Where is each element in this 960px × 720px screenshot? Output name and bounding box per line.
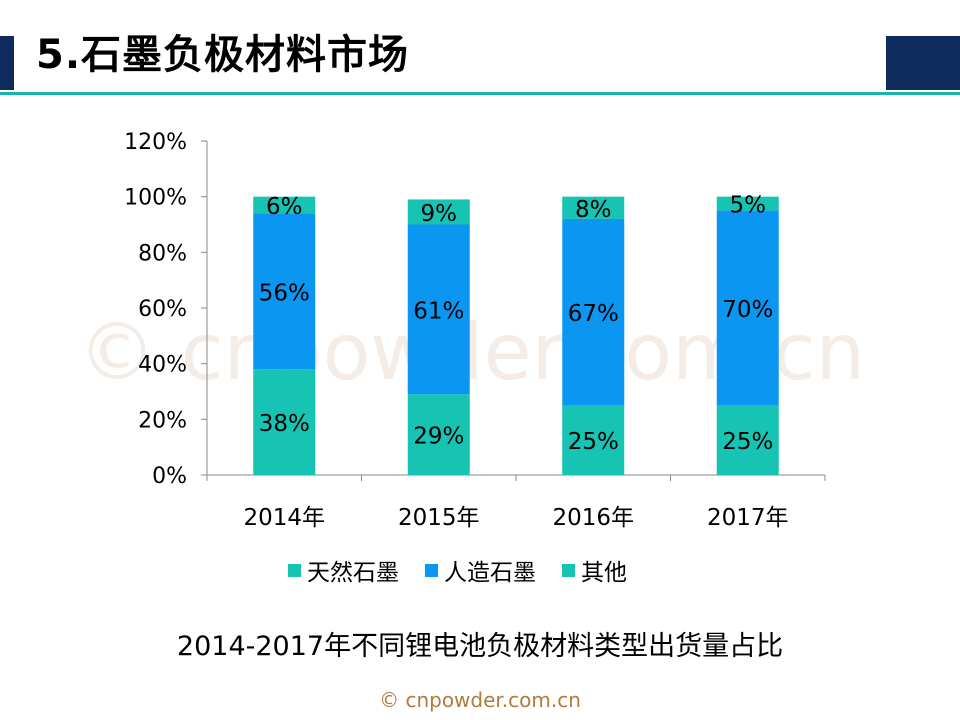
legend-label-artificial: 人造石墨 bbox=[444, 560, 536, 586]
data-label: 25% bbox=[568, 429, 619, 455]
footer-copyright: © cnpowder.com.cn bbox=[379, 688, 581, 712]
bar-segment bbox=[562, 405, 625, 475]
bar-segment bbox=[253, 369, 316, 475]
chart-caption: 2014-2017年不同锂电池负极材料类型出货量占比 bbox=[176, 631, 784, 662]
y-tick-label: 120% bbox=[124, 130, 187, 155]
bar-segment bbox=[562, 196, 625, 219]
y-tick-label: 40% bbox=[138, 353, 187, 378]
bar-segment bbox=[253, 213, 316, 370]
title-rule bbox=[0, 92, 960, 95]
data-label: 6% bbox=[266, 194, 303, 220]
x-tick-label: 2016年 bbox=[552, 505, 634, 531]
data-label: 38% bbox=[259, 411, 310, 437]
x-tick-label: 2017年 bbox=[707, 505, 789, 531]
legend-item-natural: 天然石墨 bbox=[288, 553, 399, 587]
data-label: 8% bbox=[575, 197, 612, 223]
legend-swatch-artificial bbox=[425, 563, 438, 577]
bar-segment bbox=[253, 196, 316, 214]
bar-segment bbox=[716, 196, 779, 211]
legend-item-other: 其他 bbox=[562, 553, 627, 587]
bar-segment bbox=[407, 224, 470, 395]
bar-segment bbox=[407, 394, 470, 475]
data-label: 70% bbox=[722, 297, 773, 323]
y-tick-label: 0% bbox=[152, 464, 187, 489]
data-label: 61% bbox=[413, 298, 464, 324]
slide-title: 5.石墨负极材料市场 bbox=[36, 32, 410, 78]
legend-item-artificial: 人造石墨 bbox=[425, 553, 536, 587]
bar-segment bbox=[716, 405, 779, 475]
title-accent-left bbox=[0, 36, 14, 90]
x-tick-label: 2015年 bbox=[398, 505, 480, 531]
y-tick-label: 80% bbox=[138, 241, 187, 266]
bar-segment bbox=[562, 218, 625, 406]
legend-label-other: 其他 bbox=[581, 560, 627, 586]
legend-swatch-other bbox=[562, 563, 575, 577]
bar-segment bbox=[716, 210, 779, 406]
legend-label-natural: 天然石墨 bbox=[307, 560, 399, 586]
data-label: 56% bbox=[259, 280, 310, 306]
data-label: 25% bbox=[722, 429, 773, 455]
chart-legend: 天然石墨 人造石墨 其他 bbox=[288, 553, 627, 587]
title-accent-right bbox=[886, 36, 960, 90]
x-tick-label: 2014年 bbox=[243, 505, 325, 531]
data-label: 67% bbox=[568, 301, 619, 327]
y-tick-label: 100% bbox=[124, 186, 187, 211]
data-label: 5% bbox=[730, 193, 767, 219]
bar-segment bbox=[407, 199, 470, 225]
data-label: 29% bbox=[413, 424, 464, 450]
data-label: 9% bbox=[421, 201, 458, 227]
y-tick-label: 60% bbox=[138, 297, 187, 322]
y-tick-label: 20% bbox=[138, 408, 187, 433]
legend-swatch-natural bbox=[288, 563, 301, 577]
